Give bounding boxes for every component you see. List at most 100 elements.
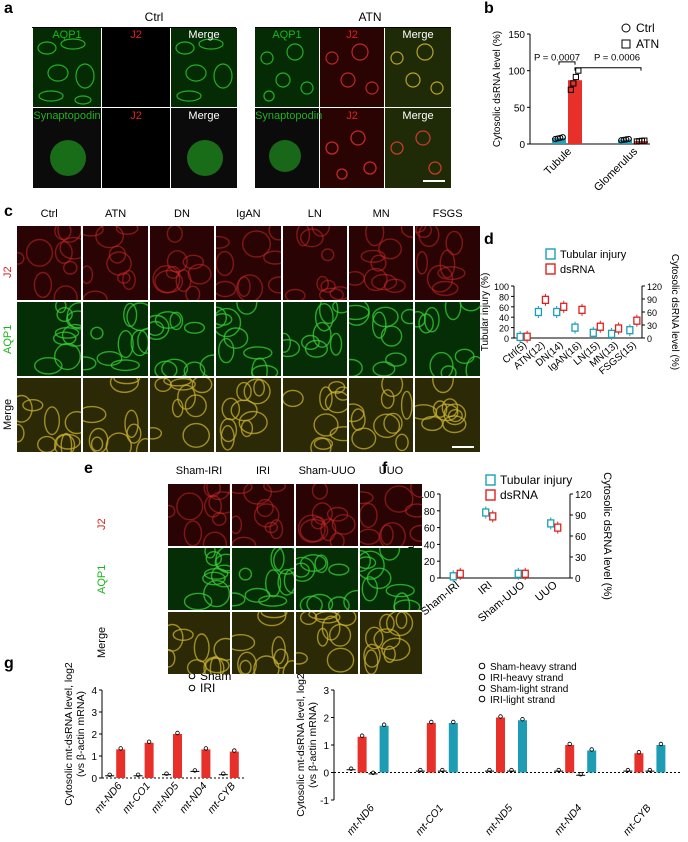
caption-a-ctrl-merge: Merge xyxy=(188,29,220,41)
bracket-b xyxy=(558,61,576,65)
point-h xyxy=(487,767,492,773)
panel-c-micrograph xyxy=(349,378,414,452)
legend-marker-g xyxy=(188,672,196,680)
x-tick-label-g: mt-ND5 xyxy=(149,780,182,816)
micrograph-ctrl-aqp1 xyxy=(33,28,101,107)
panel-e-column-label: Sham-UUO xyxy=(298,465,356,477)
y-tick-label-h: 0 xyxy=(323,769,329,780)
bracket-b xyxy=(574,67,642,71)
point-h xyxy=(348,766,354,771)
scale-bar-a xyxy=(423,180,445,182)
panel-e-micrograph xyxy=(360,484,422,546)
micrograph-atn-merge xyxy=(385,28,451,107)
box-d xyxy=(589,328,597,337)
legend-marker-h xyxy=(478,695,486,703)
legend-marker-g xyxy=(188,684,196,692)
panel-c-micrograph xyxy=(149,226,215,300)
panel-c-column-label: LN xyxy=(307,208,322,220)
point-g xyxy=(146,739,152,744)
panel-c-micrograph xyxy=(83,226,148,300)
panel-c-row-label: J2 xyxy=(2,266,14,278)
point-h xyxy=(498,714,503,719)
caption-a-atn-aqp1: AQP1 xyxy=(272,29,302,41)
bar-g xyxy=(229,751,239,778)
legend-label-h: Sham-heavy strand xyxy=(490,662,577,673)
panel-c-row-label: Merge xyxy=(2,398,14,430)
panel-c-micrograph xyxy=(17,226,82,300)
panel-c-column-label: DN xyxy=(174,208,190,220)
y2-tick-label-f: 90 xyxy=(575,511,587,522)
panel-e-micrograph xyxy=(360,548,422,610)
bar-h xyxy=(634,753,644,773)
point-h xyxy=(589,747,594,752)
chart-h: -1 0 1 2 3 Cytosolic mt-dsRNA level, log2 (vs … xyxy=(295,662,680,838)
panel-e-column-label: UUO xyxy=(378,465,404,477)
panel-c-column-label: Ctrl xyxy=(40,208,58,220)
y-tick-label-d: 60 xyxy=(499,303,509,313)
point-b xyxy=(567,86,574,93)
point-h xyxy=(509,767,514,773)
panel-c-column-label: MN xyxy=(372,208,390,220)
panel-c-micrograph xyxy=(83,302,148,376)
x-tick-label-g: mt-CYB xyxy=(205,780,238,816)
x-tick-label-g: mt-ND6 xyxy=(92,780,125,816)
caption-a-ctrl-aqp1: AQP1 xyxy=(52,29,82,41)
legend-marker-b xyxy=(621,23,631,33)
legend-marker-h xyxy=(478,684,486,692)
panel-e-row-label: J2 xyxy=(96,518,108,530)
point-g xyxy=(221,771,226,776)
point-h xyxy=(418,767,423,773)
panel-letter-d: d xyxy=(484,231,494,248)
box-f xyxy=(482,508,490,517)
bar-h xyxy=(656,745,666,773)
caption-a-atn-j2-row2: J2 xyxy=(346,110,358,122)
caption-a-atn-synaptopodin: Synaptopodin xyxy=(255,110,323,122)
bar-g xyxy=(173,734,182,778)
panel-c-micrograph xyxy=(415,378,480,452)
panel-letter-g: g xyxy=(4,655,14,672)
box-f xyxy=(489,512,497,521)
micrograph-atn-j2 xyxy=(320,28,384,107)
chart-b: 0 50 100 150 Cytosolic dsRNA level (%) Tubule… xyxy=(492,21,659,194)
box-d xyxy=(614,324,623,333)
caption-a-atn-merge-row2: Merge xyxy=(402,110,434,122)
bar-b xyxy=(634,141,648,144)
box-d xyxy=(571,323,579,332)
x-tick-label-h: mt-ND4 xyxy=(552,802,585,838)
panel-e-row-label: Merge xyxy=(96,626,108,658)
point-g xyxy=(192,768,198,773)
y2-tick-label-d: 90 xyxy=(647,295,657,305)
caption-a-ctrl-synaptopodin: Synaptopodin xyxy=(33,110,101,122)
y-tick-label-d: 0 xyxy=(504,334,509,344)
point-h xyxy=(647,767,653,773)
panel-e-row-label: AQP1 xyxy=(96,564,108,594)
caption-a-ctrl-j2: J2 xyxy=(130,29,142,41)
point-h xyxy=(578,772,583,777)
panel-e-micrograph xyxy=(232,484,294,546)
panel-c-micrograph xyxy=(282,226,347,300)
y2-tick-label-f: 30 xyxy=(575,553,587,564)
panel-e-micrograph xyxy=(232,548,294,610)
group-label-ctrl: Ctrl xyxy=(144,10,164,24)
x-tick-label-h: mt-CYB xyxy=(621,802,654,838)
box-d xyxy=(578,305,586,314)
y2-tick-label-d: 120 xyxy=(647,282,662,292)
panel-e-micrograph xyxy=(168,484,230,546)
bar-g xyxy=(116,749,126,778)
panel-c-column-label: ATN xyxy=(104,208,127,220)
y-tick-label-h: -1 xyxy=(320,796,329,807)
group-line-ctrl xyxy=(32,27,236,28)
y-tick-label-g: 3 xyxy=(91,708,97,719)
x-tick-label-g: mt-CO1 xyxy=(120,780,153,816)
box-f xyxy=(554,523,562,532)
legend-label-d: dsRNA xyxy=(560,264,596,276)
panel-c-micrograph xyxy=(216,302,281,376)
panel-e-micrograph xyxy=(360,612,422,674)
micrograph-atn-j2-row2 xyxy=(320,108,384,188)
panel-c-micrograph xyxy=(149,378,215,452)
bar-h xyxy=(496,717,505,773)
panel-letter-b: b xyxy=(484,0,494,17)
x-tick-label-f: UUO xyxy=(533,579,560,604)
panel-c-micrograph xyxy=(415,302,480,376)
